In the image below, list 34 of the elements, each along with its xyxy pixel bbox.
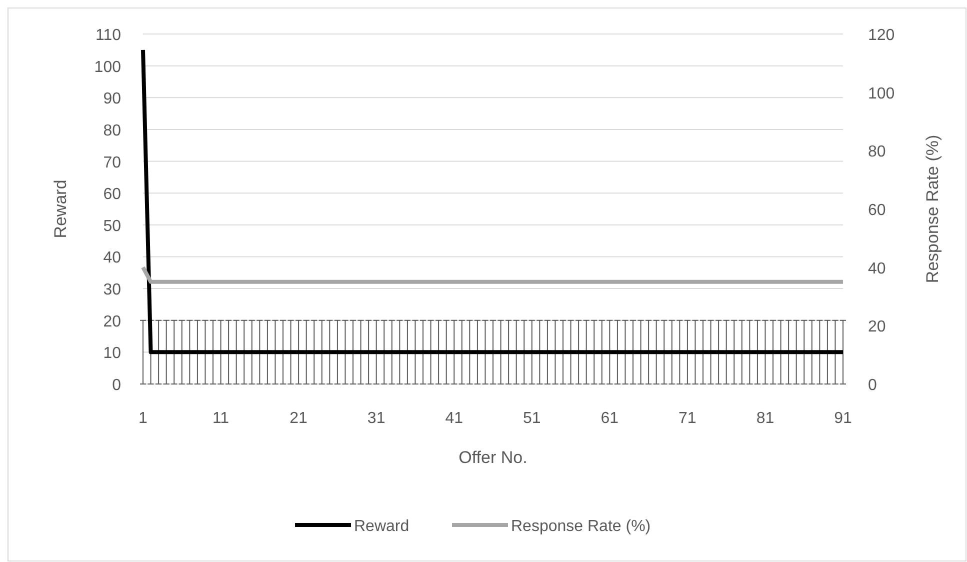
y-tick-label: 90 — [103, 90, 122, 108]
x-tick-label: 71 — [678, 410, 696, 427]
legend-label: Reward — [354, 518, 410, 535]
y-tick-label: 0 — [112, 377, 122, 394]
y2-tick-label: 80 — [868, 144, 886, 161]
x-tick-label: 21 — [290, 410, 308, 427]
y-tick-label: 70 — [103, 154, 122, 172]
y-tick-label: 40 — [103, 250, 122, 267]
y-tick-label: 80 — [103, 122, 122, 140]
y-axis-title: Reward — [51, 180, 70, 238]
y-tick-label: 10 — [103, 345, 122, 362]
y2-tick-label: 40 — [868, 260, 886, 278]
x-axis-title: Offer No. — [458, 448, 528, 467]
x-tick-label: 11 — [212, 410, 230, 427]
y-tick-label: 50 — [103, 218, 122, 235]
x-tick-label: 1 — [138, 410, 148, 427]
x-tick-label: 51 — [522, 410, 541, 427]
y-tick-label: 60 — [103, 186, 122, 204]
y-tick-label: 20 — [103, 313, 122, 330]
x-tick-label: 31 — [367, 410, 386, 427]
y2-tick-label: 0 — [868, 377, 877, 394]
y2-tick-label: 60 — [868, 202, 886, 219]
x-tick-label: 61 — [600, 410, 619, 427]
x-tick-label: 91 — [834, 410, 852, 427]
x-tick-label: 81 — [756, 410, 774, 427]
y2-axis-title: Response Rate (%) — [923, 134, 942, 284]
y2-tick-label: 20 — [868, 318, 886, 336]
legend-label: Response Rate (%) — [511, 518, 651, 535]
y2-tick-label: 120 — [868, 27, 895, 44]
y-tick-label: 110 — [95, 27, 122, 44]
x-tick-label: 41 — [445, 410, 464, 427]
y2-tick-label: 100 — [868, 85, 895, 102]
y-tick-label: 100 — [94, 58, 122, 76]
y-tick-label: 30 — [103, 282, 122, 299]
